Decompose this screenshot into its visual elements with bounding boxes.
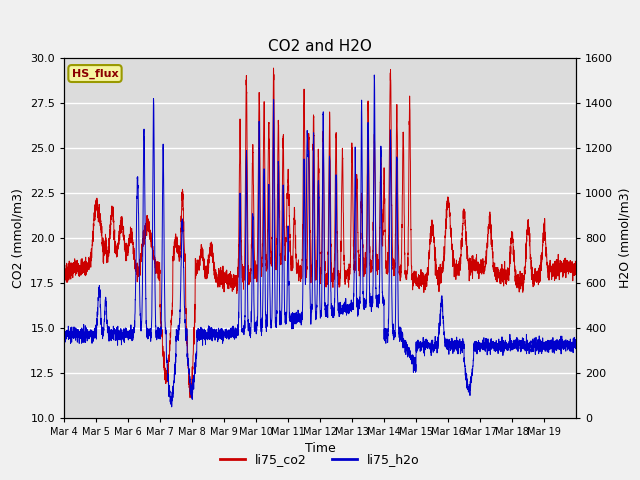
Legend: li75_co2, li75_h2o: li75_co2, li75_h2o	[215, 448, 425, 471]
Y-axis label: CO2 (mmol/m3): CO2 (mmol/m3)	[12, 188, 24, 288]
X-axis label: Time: Time	[305, 442, 335, 455]
Title: CO2 and H2O: CO2 and H2O	[268, 39, 372, 54]
Y-axis label: H2O (mmol/m3): H2O (mmol/m3)	[619, 187, 632, 288]
Text: HS_flux: HS_flux	[72, 68, 118, 79]
